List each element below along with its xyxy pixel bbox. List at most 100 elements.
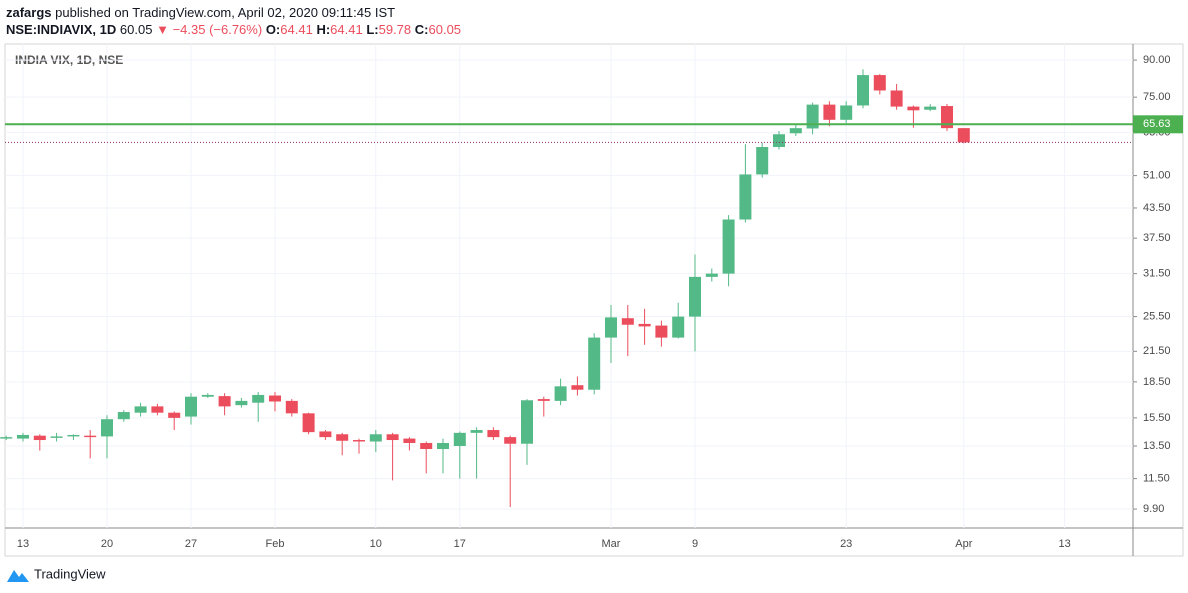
quote-line: NSE:INDIAVIX, 1D 60.05 ▼ −4.35 (−6.76%) … [6,21,461,38]
candle-body [857,75,869,106]
candle-body [571,385,584,390]
candle-body [302,413,315,433]
candle-body [319,431,332,438]
y-tick-label: 43.50 [1143,202,1171,214]
candle-body [672,316,685,338]
candle-body [117,412,130,420]
o-value: 64.41 [280,22,313,37]
candle-body [756,147,769,175]
o-label: O: [265,22,281,37]
candle-body [873,75,886,91]
x-tick-label: 9 [692,538,698,550]
published: published on TradingView.com, April 02, … [55,5,396,20]
candle-body [840,105,853,120]
candle-body [33,435,46,441]
candle-body [773,134,785,148]
x-tick-label: Apr [955,538,972,550]
candle-body [554,386,567,401]
y-tick-label: 51.00 [1143,170,1171,182]
candle-body [420,442,433,450]
candle-body [168,412,181,418]
candle-body [470,430,483,433]
candle-body [957,128,970,143]
l-value: 59.78 [378,22,412,37]
candle-body [806,104,819,129]
candle-body [487,430,500,438]
symbol: NSE:INDIAVIX, 1D [6,22,117,37]
y-tick-label: 11.50 [1143,472,1170,484]
candle-body [50,436,63,438]
candle-body [201,394,214,397]
y-tick-label: 18.50 [1143,376,1171,388]
candle-body [890,90,903,107]
candle-body [941,106,953,129]
candle-body [134,406,147,413]
y-tick-label: 75.00 [1143,91,1171,103]
y-tick-label: 9.90 [1143,503,1164,515]
candle-body [537,399,550,401]
header: zafargs published on TradingView.com, Ap… [6,4,461,38]
candle-body [453,432,466,446]
candle-body [605,317,617,338]
y-tick-label: 90.00 [1143,54,1171,66]
x-tick-label: Mar [602,538,621,550]
x-tick-label: 27 [185,538,197,550]
candle-body [151,406,164,413]
candle-body [689,276,701,317]
candle-body [369,434,382,442]
candle-body [403,438,416,443]
x-tick-label: 23 [840,538,852,550]
x-tick-label: Feb [266,538,285,550]
candle-body [588,337,601,390]
y-tick-label: 13.50 [1143,440,1171,452]
candle-body [739,174,752,220]
y-tick-label: 15.50 [1143,412,1171,424]
x-tick-label: 13 [17,538,29,550]
candle-body [235,400,248,406]
candle-body [638,323,651,327]
change-value: −4.35 (−6.76%) [172,22,263,37]
grid [5,44,1133,528]
chart-frame [4,43,1184,557]
candle-body [84,435,97,438]
candle-body [504,437,517,444]
candle-body [924,106,937,110]
y-tick-label: 25.50 [1143,311,1171,323]
brand-logo [7,570,29,582]
brand: TradingView [34,566,106,581]
last-price: 60.05 [119,22,153,37]
y-tick-label: 31.50 [1143,268,1171,280]
h-label: H: [316,22,331,37]
x-tick-label: 13 [1058,538,1070,550]
x-tick-label: 10 [370,538,382,550]
candle-body [722,219,735,274]
candle-body [218,396,231,407]
c-value: 60.05 [428,22,462,37]
candle-body [621,318,634,325]
candle-body [705,273,718,277]
price-label: 65.63 [1143,118,1171,130]
h-value: 64.41 [330,22,363,37]
candle-body [437,442,449,450]
candle-body [67,434,80,437]
candle-body [655,325,668,338]
price-label-box [1133,115,1183,134]
candle-body [823,104,836,120]
candle-body [185,396,197,417]
candle-body [17,434,29,439]
change: ▼ −4.35 (−6.76%) [156,22,263,37]
candle-body [353,440,365,442]
candle-body [0,437,13,439]
l-label: L: [366,22,379,37]
candle-body [285,400,298,414]
y-tick-label: 37.50 [1143,232,1171,244]
candle-body [521,400,533,444]
x-tick-label: 20 [101,538,113,550]
candle-body [252,394,265,403]
candle-body [789,128,802,134]
x-tick-label: 17 [454,538,466,550]
c-label: C: [414,22,429,37]
publish-line: zafargs published on TradingView.com, Ap… [6,4,461,21]
